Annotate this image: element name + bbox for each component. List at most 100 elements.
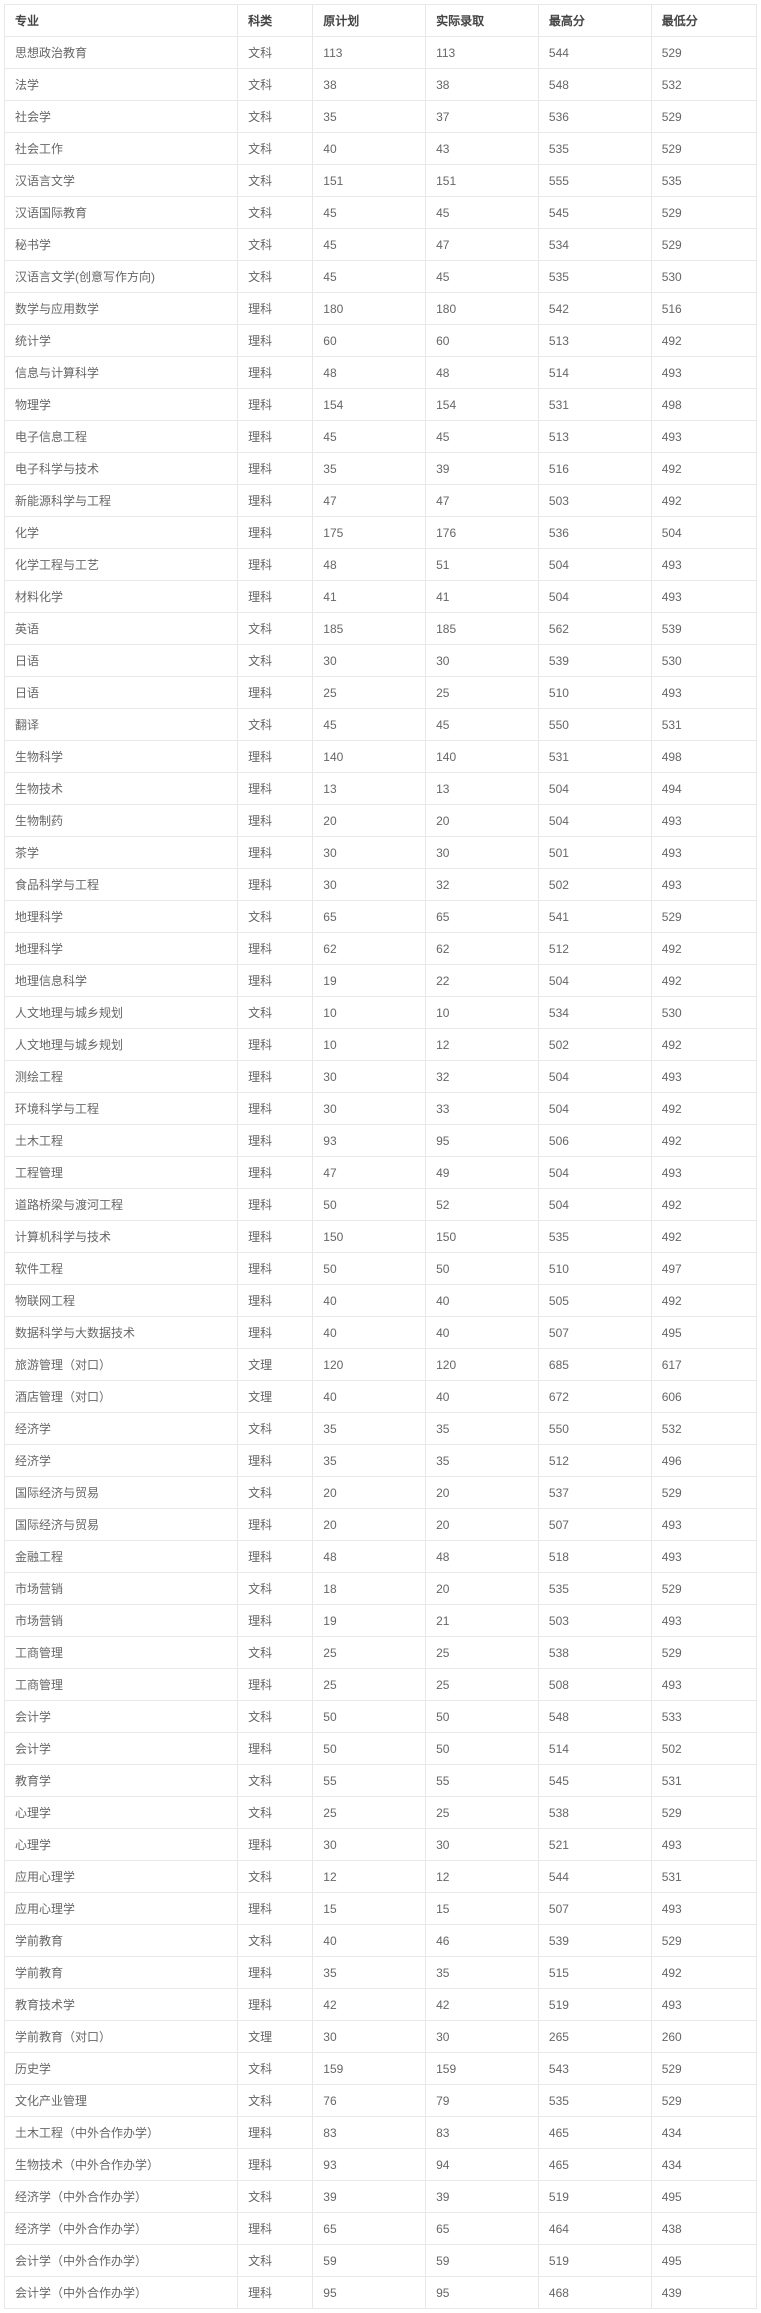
cell: 512 (538, 933, 651, 965)
cell: 512 (538, 1445, 651, 1477)
cell: 47 (313, 485, 426, 517)
cell: 508 (538, 1669, 651, 1701)
cell: 30 (426, 2021, 539, 2053)
cell: 94 (426, 2149, 539, 2181)
cell: 530 (651, 645, 756, 677)
cell: 62 (426, 933, 539, 965)
cell: 492 (651, 1029, 756, 1061)
cell: 10 (426, 997, 539, 1029)
cell: 理科 (238, 933, 313, 965)
cell: 672 (538, 1381, 651, 1413)
cell: 理科 (238, 965, 313, 997)
table-row: 国际经济与贸易文科2020537529 (5, 1477, 757, 1509)
cell: 176 (426, 517, 539, 549)
cell: 理科 (238, 773, 313, 805)
cell: 504 (651, 517, 756, 549)
cell: 统计学 (5, 325, 238, 357)
cell: 30 (426, 837, 539, 869)
cell: 国际经济与贸易 (5, 1509, 238, 1541)
cell: 日语 (5, 645, 238, 677)
cell: 10 (313, 997, 426, 1029)
cell: 533 (651, 1701, 756, 1733)
cell: 环境科学与工程 (5, 1093, 238, 1125)
cell: 市场营销 (5, 1605, 238, 1637)
cell: 41 (313, 581, 426, 613)
cell: 25 (313, 677, 426, 709)
cell: 理科 (238, 293, 313, 325)
table-row: 思想政治教育文科113113544529 (5, 37, 757, 69)
cell: 40 (426, 1285, 539, 1317)
cell: 国际经济与贸易 (5, 1477, 238, 1509)
cell: 59 (426, 2245, 539, 2277)
cell: 15 (313, 1893, 426, 1925)
cell: 529 (651, 1797, 756, 1829)
cell: 理科 (238, 1317, 313, 1349)
cell: 438 (651, 2213, 756, 2245)
cell: 493 (651, 1893, 756, 1925)
cell: 38 (426, 69, 539, 101)
cell: 理科 (238, 1445, 313, 1477)
cell: 文科 (238, 2245, 313, 2277)
cell: 534 (538, 229, 651, 261)
cell: 文科 (238, 69, 313, 101)
table-row: 酒店管理（对口）文理4040672606 (5, 1381, 757, 1413)
cell: 539 (538, 645, 651, 677)
table-row: 心理学文科2525538529 (5, 1797, 757, 1829)
cell: 492 (651, 1093, 756, 1125)
cell: 43 (426, 133, 539, 165)
cell: 日语 (5, 677, 238, 709)
cell: 504 (538, 1093, 651, 1125)
cell: 493 (651, 581, 756, 613)
cell: 12 (313, 1861, 426, 1893)
cell: 50 (426, 1253, 539, 1285)
cell: 51 (426, 549, 539, 581)
table-row: 测绘工程理科3032504493 (5, 1061, 757, 1093)
cell: 19 (313, 965, 426, 997)
cell: 535 (651, 165, 756, 197)
cell: 529 (651, 1637, 756, 1669)
cell: 65 (313, 2213, 426, 2245)
cell: 金融工程 (5, 1541, 238, 1573)
cell: 物联网工程 (5, 1285, 238, 1317)
cell: 493 (651, 357, 756, 389)
cell: 20 (313, 805, 426, 837)
cell: 76 (313, 2085, 426, 2117)
cell: 社会学 (5, 101, 238, 133)
table-row: 学前教育理科3535515492 (5, 1957, 757, 1989)
cell: 93 (313, 1125, 426, 1157)
cell: 65 (313, 901, 426, 933)
table-row: 教育技术学理科4242519493 (5, 1989, 757, 2021)
cell: 151 (313, 165, 426, 197)
cell: 514 (538, 357, 651, 389)
cell: 120 (426, 1349, 539, 1381)
cell: 502 (651, 1733, 756, 1765)
cell: 521 (538, 1829, 651, 1861)
table-row: 地理科学理科6262512492 (5, 933, 757, 965)
cell: 48 (313, 1541, 426, 1573)
cell: 文科 (238, 1797, 313, 1829)
cell: 软件工程 (5, 1253, 238, 1285)
cell: 535 (538, 261, 651, 293)
table-row: 人文地理与城乡规划理科1012502492 (5, 1029, 757, 1061)
cell: 理科 (238, 2277, 313, 2309)
cell: 电子信息工程 (5, 421, 238, 453)
cell: 理科 (238, 741, 313, 773)
cell: 495 (651, 2245, 756, 2277)
table-row: 金融工程理科4848518493 (5, 1541, 757, 1573)
cell: 历史学 (5, 2053, 238, 2085)
cell: 理科 (238, 2149, 313, 2181)
cell: 493 (651, 1669, 756, 1701)
table-row: 地理信息科学理科1922504492 (5, 965, 757, 997)
cell: 504 (538, 805, 651, 837)
col-header-5: 最低分 (651, 5, 756, 37)
cell: 心理学 (5, 1797, 238, 1829)
table-header-row: 专业科类原计划实际录取最高分最低分 (5, 5, 757, 37)
cell: 30 (426, 1829, 539, 1861)
cell: 555 (538, 165, 651, 197)
table-row: 市场营销理科1921503493 (5, 1605, 757, 1637)
cell: 物理学 (5, 389, 238, 421)
cell: 土木工程（中外合作办学） (5, 2117, 238, 2149)
cell: 50 (426, 1701, 539, 1733)
cell: 文科 (238, 1573, 313, 1605)
cell: 文科 (238, 2085, 313, 2117)
